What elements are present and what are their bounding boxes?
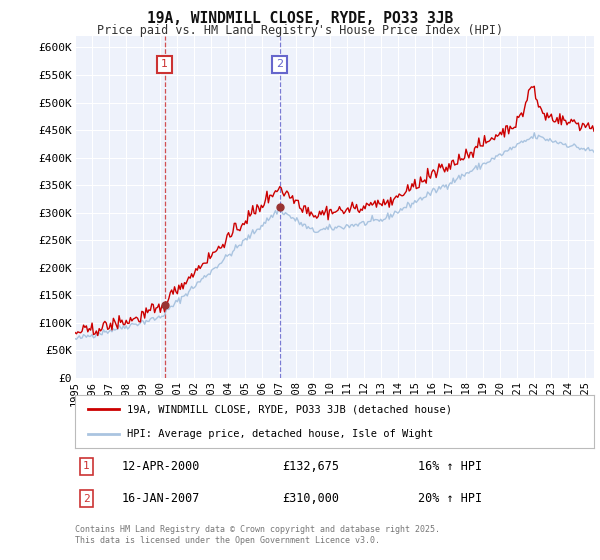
Text: Price paid vs. HM Land Registry's House Price Index (HPI): Price paid vs. HM Land Registry's House …	[97, 24, 503, 36]
Text: £310,000: £310,000	[283, 492, 340, 505]
Text: 1: 1	[83, 461, 90, 472]
Text: HPI: Average price, detached house, Isle of Wight: HPI: Average price, detached house, Isle…	[127, 428, 433, 438]
Text: 19A, WINDMILL CLOSE, RYDE, PO33 3JB: 19A, WINDMILL CLOSE, RYDE, PO33 3JB	[147, 11, 453, 26]
Text: Contains HM Land Registry data © Crown copyright and database right 2025.
This d: Contains HM Land Registry data © Crown c…	[75, 525, 440, 545]
Text: 20% ↑ HPI: 20% ↑ HPI	[418, 492, 482, 505]
Text: 1: 1	[161, 59, 168, 69]
Text: 16-JAN-2007: 16-JAN-2007	[122, 492, 200, 505]
Text: 12-APR-2000: 12-APR-2000	[122, 460, 200, 473]
Text: £132,675: £132,675	[283, 460, 340, 473]
Text: 2: 2	[83, 494, 90, 503]
Text: 16% ↑ HPI: 16% ↑ HPI	[418, 460, 482, 473]
Text: 19A, WINDMILL CLOSE, RYDE, PO33 3JB (detached house): 19A, WINDMILL CLOSE, RYDE, PO33 3JB (det…	[127, 404, 452, 414]
Text: 2: 2	[277, 59, 283, 69]
